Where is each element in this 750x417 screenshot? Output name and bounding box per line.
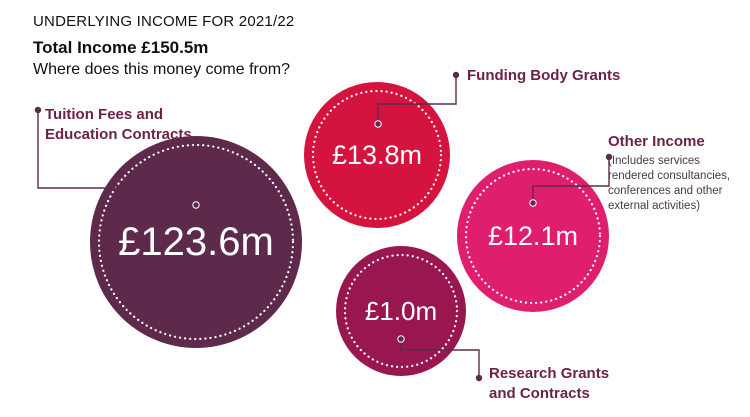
label-tuition-fees: Tuition Fees and Education Contracts	[45, 105, 195, 145]
bubble-ring-research	[343, 253, 459, 369]
bubble-ring-other	[464, 167, 602, 305]
connector-other	[532, 157, 610, 203]
label-research-grants-text: Research Grants and Contracts	[489, 365, 610, 402]
bubble-value-research: £1.0m	[365, 296, 437, 326]
connector-end-dot-research	[475, 374, 483, 382]
chart-title: Total Income £150.5m	[33, 38, 209, 57]
label-funding-body-grants-text: Funding Body Grants	[467, 67, 621, 84]
connector-start-dot-research	[397, 335, 405, 343]
bubble-value-other: £12.1m	[488, 221, 578, 251]
label-other-income-note: (Includes services rendered consultancie…	[608, 155, 731, 212]
chart-kicker: UNDERLYING INCOME FOR 2021/22	[33, 13, 295, 30]
connector-funding	[377, 75, 457, 124]
connector-research	[400, 339, 480, 378]
bubble-value-tuition: £123.6m	[118, 220, 274, 264]
connector-start-dot-tuition	[192, 201, 200, 209]
label-funding-body-grants: Funding Body Grants	[467, 66, 620, 86]
connector-start-dot-funding	[374, 120, 382, 128]
label-research-grants: Research Grants and Contracts	[489, 364, 629, 404]
bubble-funding	[304, 82, 450, 228]
label-tuition-fees-text: Tuition Fees and Education Contracts	[45, 106, 192, 143]
bubble-ring-tuition	[97, 143, 295, 341]
connector-end-dot-funding	[452, 71, 460, 79]
label-other-income-text: Other Income	[608, 133, 705, 150]
label-other-income: Other Income (Includes services rendered…	[608, 132, 743, 214]
bubble-ring-funding	[311, 89, 443, 221]
connector-end-dot-tuition	[34, 106, 42, 114]
bubble-other	[457, 160, 609, 312]
bubble-value-funding: £13.8m	[332, 140, 422, 170]
bubble-research	[336, 246, 466, 376]
connector-tuition	[37, 110, 197, 205]
bubble-tuition	[90, 136, 302, 348]
connector-start-dot-other	[529, 199, 537, 207]
chart-subtitle: Where does this money come from?	[33, 61, 290, 78]
connector-end-dot-other	[605, 153, 613, 161]
